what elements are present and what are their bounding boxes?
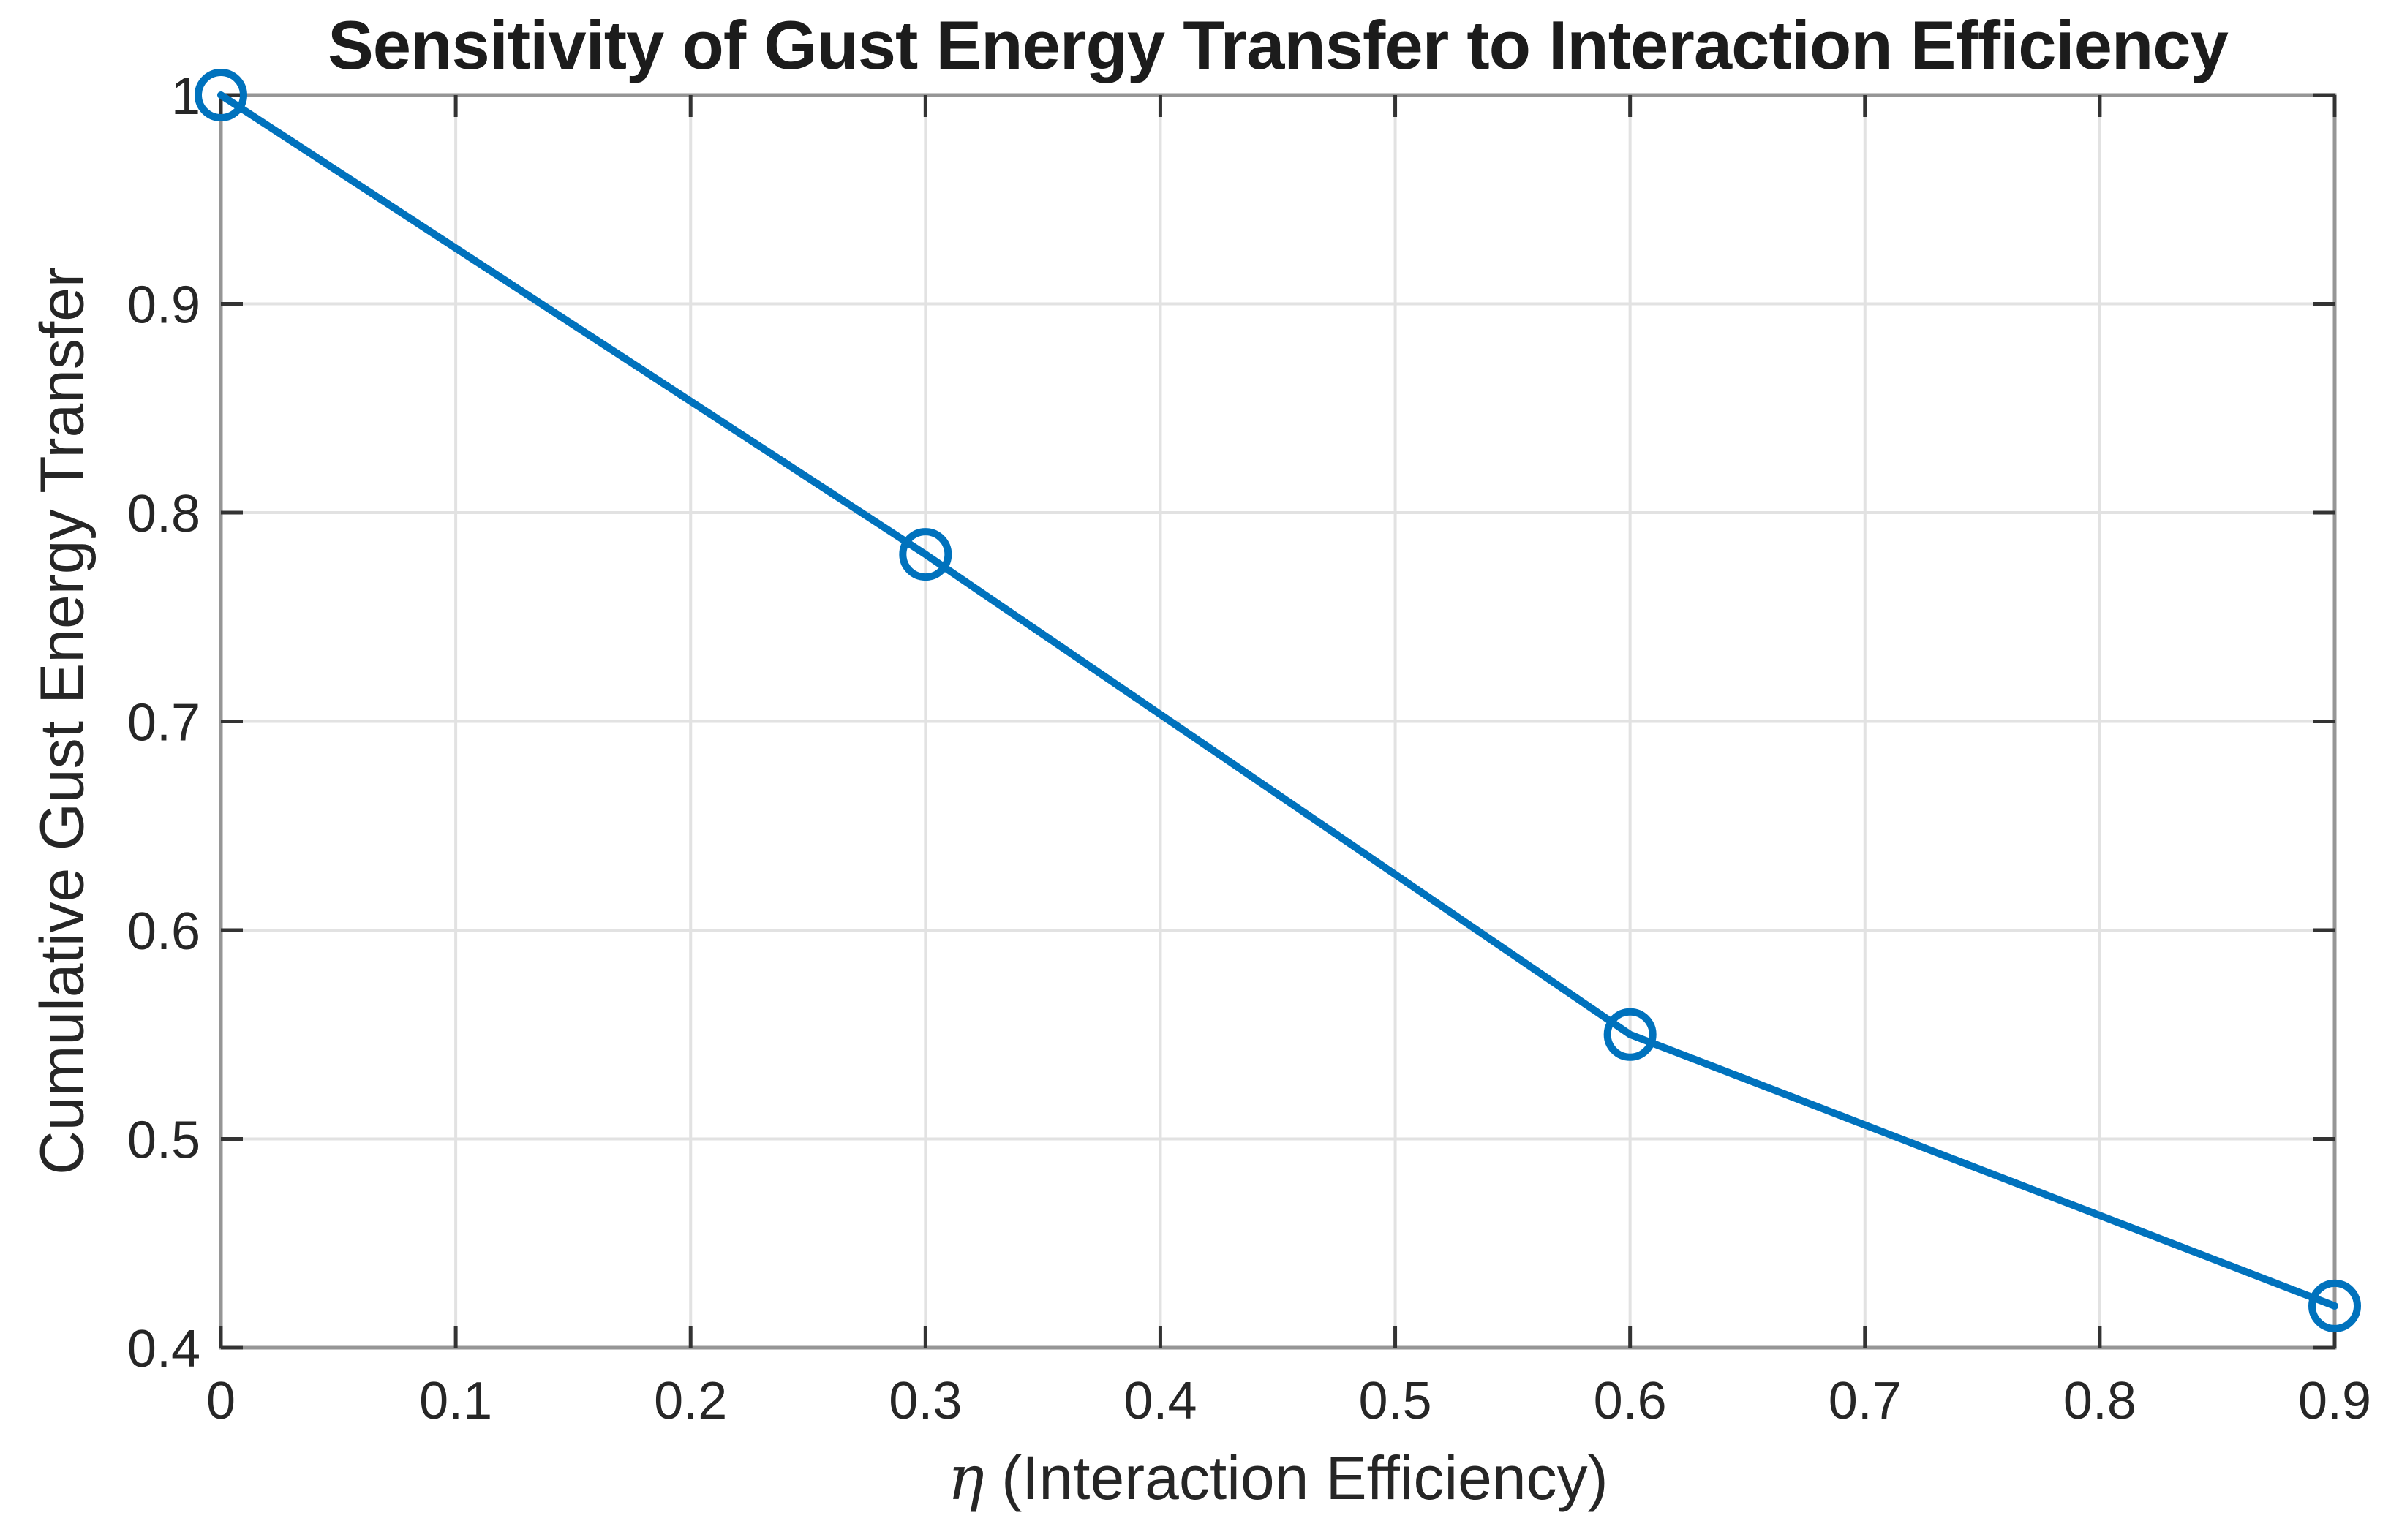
gridlines: [221, 95, 2335, 1348]
data-point-marker: [1603, 1008, 1657, 1061]
x-axis-label-eta-symbol: η: [947, 1442, 984, 1514]
y-tick-labels: 0.40.50.60.70.80.91: [127, 67, 200, 1378]
y-tick-label: 0.9: [127, 276, 200, 335]
data-point-marker: [2308, 1279, 2361, 1332]
x-tick-label: 0.1: [419, 1372, 492, 1430]
x-axis-label-text: (Interaction Efficiency): [984, 1443, 1608, 1512]
data-point-marker: [899, 528, 952, 581]
y-tick-label: 0.4: [127, 1320, 200, 1378]
y-tick-label: 0.5: [127, 1111, 200, 1170]
series-cumulative-gust-energy-transfer: [195, 69, 2361, 1332]
x-tick-label: 0.6: [1594, 1372, 1667, 1430]
x-tick-label: 0.2: [654, 1372, 727, 1430]
x-tick-label: 0.9: [2298, 1372, 2371, 1430]
x-tick-label: 0.8: [2063, 1372, 2136, 1430]
y-tick-label: 0.6: [127, 902, 200, 961]
x-axis-label: η (Interaction Efficiency): [221, 1442, 2335, 1514]
x-tick-labels: 0 0.1 0.2 0.3 0.4 0.5 0.6 0.7 0.8 0.9: [206, 1372, 2371, 1430]
y-tick-label: 0.8: [127, 485, 200, 543]
y-tick-label: 0.7: [127, 694, 200, 752]
series-line: [217, 91, 2338, 1310]
x-tick-label: 0.3: [889, 1372, 962, 1430]
data-point-marker: [195, 69, 247, 121]
y-axis-label: Cumulative Gust Energy Transfer: [27, 267, 97, 1175]
x-tick-label: 0.4: [1123, 1372, 1197, 1430]
x-tick-label: 0.7: [1829, 1372, 1902, 1430]
chart-title: Sensitivity of Gust Energy Transfer to I…: [328, 7, 2229, 83]
x-tick-label: 0: [206, 1372, 236, 1430]
x-tick-label: 0.5: [1359, 1372, 1432, 1430]
tick-marks: [219, 93, 2337, 1350]
